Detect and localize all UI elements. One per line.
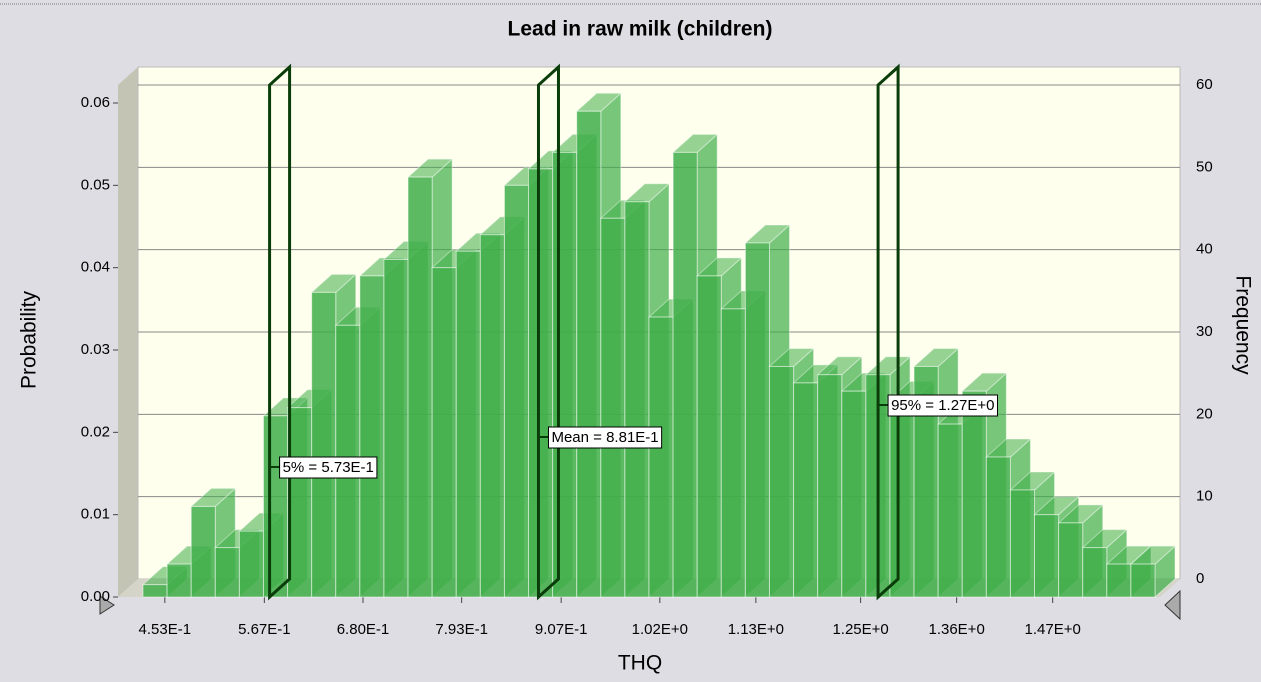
bar-front <box>1082 547 1108 598</box>
y2-tick-label: 0 <box>1196 570 1204 587</box>
bar-front <box>190 505 216 598</box>
marker-label: Mean = 8.81E-1 <box>551 429 658 446</box>
bar-front <box>528 168 554 598</box>
bar-front <box>238 530 264 598</box>
y2-tick-label: 20 <box>1196 405 1213 422</box>
bar-front <box>624 201 650 598</box>
bar-front <box>817 374 843 598</box>
bar-front <box>648 316 674 598</box>
x-tick-label: 1.47E+0 <box>1025 621 1081 638</box>
marker-label-box <box>887 394 999 417</box>
x-tick-label: 9.07E-1 <box>535 621 588 638</box>
bar-front <box>262 415 289 598</box>
y2-tick-label: 50 <box>1196 158 1213 175</box>
x-tick-label: 1.25E+0 <box>832 621 888 638</box>
x-tick-label: 6.80E-1 <box>337 621 390 638</box>
marker-label: 5% = 5.73E-1 <box>283 459 374 476</box>
chart-title: Lead in raw milk (children) <box>508 18 773 41</box>
bar-front <box>696 275 722 598</box>
bar-front <box>600 217 626 598</box>
bar-front <box>166 563 192 598</box>
x-tick-label: 1.36E+0 <box>928 621 984 638</box>
bar-front <box>793 382 819 598</box>
bar-front <box>1034 514 1060 598</box>
y-tick-label: 0.06 <box>81 94 110 111</box>
bar-front <box>142 584 168 598</box>
x-tick-label: 7.93E-1 <box>435 621 488 638</box>
y-axis-label: Probability <box>18 290 41 389</box>
marker-label-box <box>547 426 663 449</box>
x-tick-label: 1.02E+0 <box>632 621 688 638</box>
y2-tick-label: 30 <box>1196 323 1213 340</box>
bar-front <box>985 456 1011 598</box>
marker-line <box>876 63 900 601</box>
bar-front <box>214 547 240 598</box>
y-tick-label: 0.01 <box>81 506 110 523</box>
bar-front <box>455 250 481 598</box>
bar-front <box>1130 563 1156 598</box>
y2-axis-label: Frequency <box>1231 275 1254 375</box>
bar-front <box>841 390 867 598</box>
marker-label: 95% = 1.27E+0 <box>891 397 994 414</box>
left-wall <box>118 67 138 597</box>
bar-front <box>1058 522 1084 598</box>
bar-front <box>1009 489 1036 598</box>
x-axis-label: THQ <box>618 652 662 675</box>
y2-tick-label: 40 <box>1196 241 1213 258</box>
x-tick-label: 1.13E+0 <box>728 621 784 638</box>
bar <box>1129 544 1177 599</box>
y-tick-label: 0.05 <box>81 176 110 193</box>
bar-front <box>1106 563 1132 598</box>
bar-front <box>744 242 770 598</box>
bar-front <box>311 291 337 598</box>
bar-front <box>768 365 795 598</box>
y-tick-label: 0.03 <box>81 341 110 358</box>
bar-front <box>937 423 963 598</box>
bar-front <box>287 407 313 598</box>
bar-front <box>407 176 433 598</box>
bar-front <box>503 184 530 598</box>
x-tick-label: 4.53E-1 <box>139 621 192 638</box>
bar-front <box>479 234 505 598</box>
bar-front <box>431 267 457 598</box>
y2-tick-label: 10 <box>1196 488 1213 505</box>
bar-front <box>672 151 698 598</box>
right-slider[interactable] <box>1164 589 1181 621</box>
bar-front <box>720 308 746 598</box>
marker-label-box <box>279 456 378 479</box>
marker-line <box>536 63 560 601</box>
y-tick-label: 0.02 <box>81 423 110 440</box>
y2-tick-label: 60 <box>1196 76 1213 93</box>
bar-front <box>576 110 602 598</box>
y-tick-label: 0.00 <box>81 588 110 605</box>
left-slider[interactable] <box>99 595 115 615</box>
marker-line <box>268 63 292 601</box>
bar-front <box>552 151 578 598</box>
x-tick-label: 5.67E-1 <box>238 621 291 638</box>
bar-front <box>359 275 385 598</box>
bar-front <box>889 398 915 598</box>
y-tick-label: 0.04 <box>81 259 110 276</box>
bar-front <box>383 258 409 598</box>
bar-front <box>961 390 987 598</box>
